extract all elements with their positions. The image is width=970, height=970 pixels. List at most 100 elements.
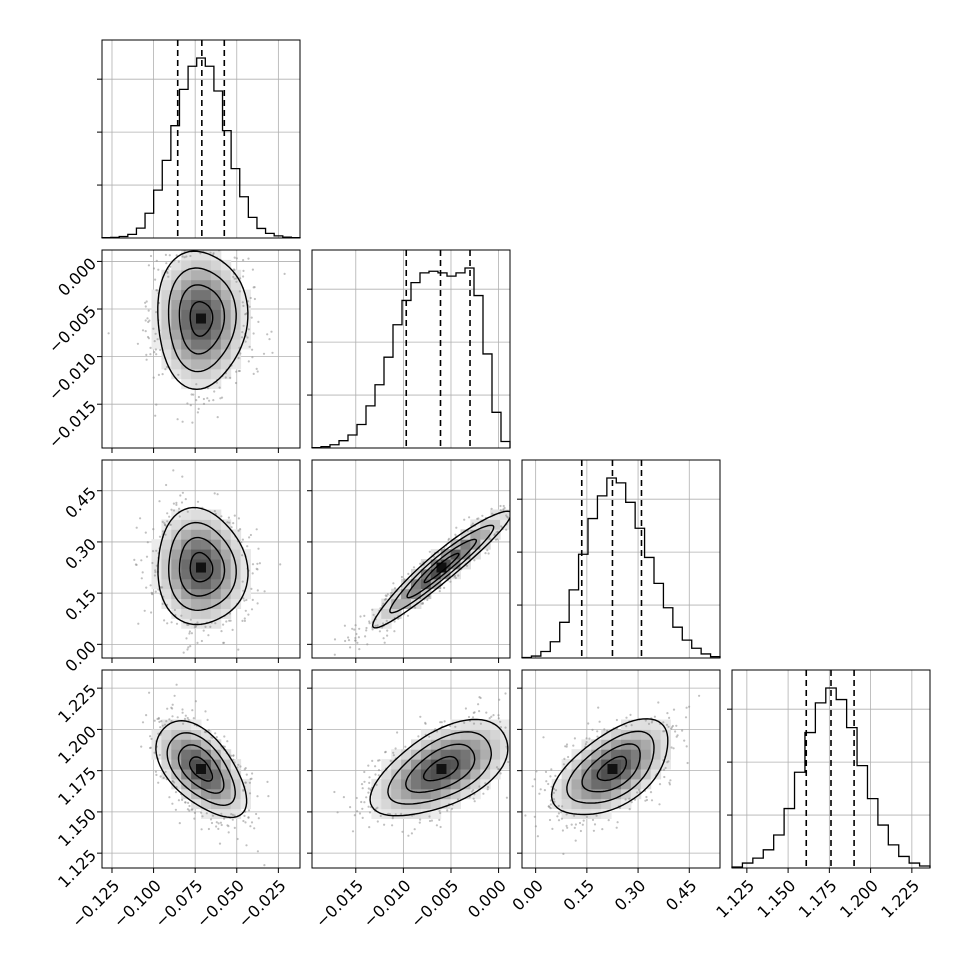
sample-point bbox=[209, 251, 212, 254]
sample-point bbox=[181, 798, 184, 802]
density-cell bbox=[171, 739, 182, 750]
panel-frame bbox=[521, 669, 721, 869]
sample-point bbox=[150, 737, 153, 741]
sample-point bbox=[150, 591, 153, 594]
density-cell bbox=[240, 339, 251, 350]
sample-point bbox=[374, 765, 377, 768]
sample-point bbox=[545, 780, 548, 783]
density-cell bbox=[210, 578, 222, 590]
sample-point bbox=[215, 231, 217, 233]
sample-point bbox=[214, 732, 217, 735]
density-cell bbox=[181, 509, 192, 520]
density-cell bbox=[210, 529, 222, 540]
sample-point bbox=[191, 808, 194, 811]
density-cell bbox=[191, 608, 202, 619]
sample-point bbox=[524, 814, 527, 817]
density-cell bbox=[210, 339, 222, 350]
density-cell bbox=[430, 778, 442, 790]
sample-point bbox=[672, 747, 675, 750]
sample-point bbox=[557, 819, 561, 822]
density-cell bbox=[420, 559, 432, 570]
sample-point bbox=[514, 702, 516, 704]
density-peak bbox=[196, 562, 206, 573]
density-cell bbox=[551, 788, 563, 800]
sample-point bbox=[256, 562, 259, 565]
sample-point bbox=[505, 796, 508, 799]
x-tick-label: 1.175 bbox=[795, 876, 841, 922]
sample-point bbox=[392, 754, 395, 757]
density-cell bbox=[571, 788, 582, 800]
density-cell bbox=[420, 778, 432, 790]
sample-point bbox=[393, 630, 396, 633]
y-tick-label: −0.005 bbox=[45, 302, 100, 357]
sample-point bbox=[511, 491, 513, 493]
density-cell bbox=[450, 568, 461, 580]
sample-point bbox=[175, 501, 178, 504]
contour-level-0 bbox=[423, 552, 460, 584]
density-cell bbox=[420, 769, 432, 780]
sample-point bbox=[543, 789, 547, 792]
sample-point bbox=[367, 787, 370, 790]
density-cell bbox=[640, 778, 652, 790]
sample-point bbox=[210, 736, 213, 739]
sample-point bbox=[375, 807, 378, 810]
density-cell bbox=[210, 788, 222, 800]
sample-point bbox=[237, 356, 240, 360]
sample-point bbox=[550, 785, 553, 788]
sample-point bbox=[446, 809, 449, 812]
contour-level-3 bbox=[157, 506, 249, 626]
sample-point bbox=[417, 735, 420, 738]
sample-point bbox=[175, 254, 178, 257]
sample-point bbox=[491, 512, 494, 515]
contour-level-0 bbox=[189, 301, 214, 337]
y-tick-label: 0.000 bbox=[54, 254, 100, 300]
sample-point bbox=[193, 817, 196, 820]
sample-point bbox=[238, 369, 241, 373]
sample-point bbox=[256, 602, 259, 605]
sample-point bbox=[552, 787, 556, 791]
density-cell bbox=[171, 598, 182, 609]
sample-point bbox=[247, 360, 250, 363]
sample-point bbox=[207, 634, 210, 637]
density-cell bbox=[191, 259, 202, 271]
sample-point bbox=[554, 774, 557, 778]
density-cell bbox=[591, 759, 602, 770]
sample-point bbox=[178, 507, 181, 510]
density-cell bbox=[220, 808, 232, 819]
density-cell bbox=[220, 598, 232, 609]
sample-point bbox=[155, 549, 158, 552]
sample-point bbox=[206, 718, 209, 722]
sample-point bbox=[566, 826, 569, 829]
sample-point bbox=[542, 736, 545, 739]
sample-point bbox=[251, 356, 254, 359]
sample-point bbox=[229, 376, 232, 379]
contour-level-1 bbox=[178, 536, 226, 597]
density-cell bbox=[151, 329, 162, 340]
sample-point bbox=[420, 602, 423, 605]
density-cell bbox=[161, 358, 172, 370]
density-cell bbox=[381, 808, 392, 819]
sample-point bbox=[510, 777, 512, 779]
sample-point bbox=[267, 795, 270, 798]
sample-point bbox=[217, 822, 220, 825]
contour-level-2 bbox=[387, 731, 493, 805]
sample-point bbox=[233, 814, 236, 817]
sample-point bbox=[625, 716, 628, 719]
sample-point bbox=[186, 648, 189, 651]
density-cell bbox=[381, 759, 392, 770]
sample-point bbox=[173, 608, 176, 612]
density-cell bbox=[201, 568, 212, 580]
sample-point bbox=[248, 781, 251, 784]
sample-point bbox=[148, 691, 151, 694]
sample-point bbox=[394, 813, 397, 816]
density-cell bbox=[210, 559, 222, 570]
sample-point bbox=[361, 816, 364, 820]
sample-point bbox=[247, 257, 250, 260]
density-cell bbox=[201, 749, 212, 760]
sample-point bbox=[464, 707, 467, 710]
density-cell bbox=[581, 749, 592, 760]
sample-point bbox=[233, 826, 236, 830]
x-tick-label: 1.150 bbox=[754, 876, 800, 922]
sample-point bbox=[487, 552, 490, 555]
sample-point bbox=[182, 651, 185, 654]
